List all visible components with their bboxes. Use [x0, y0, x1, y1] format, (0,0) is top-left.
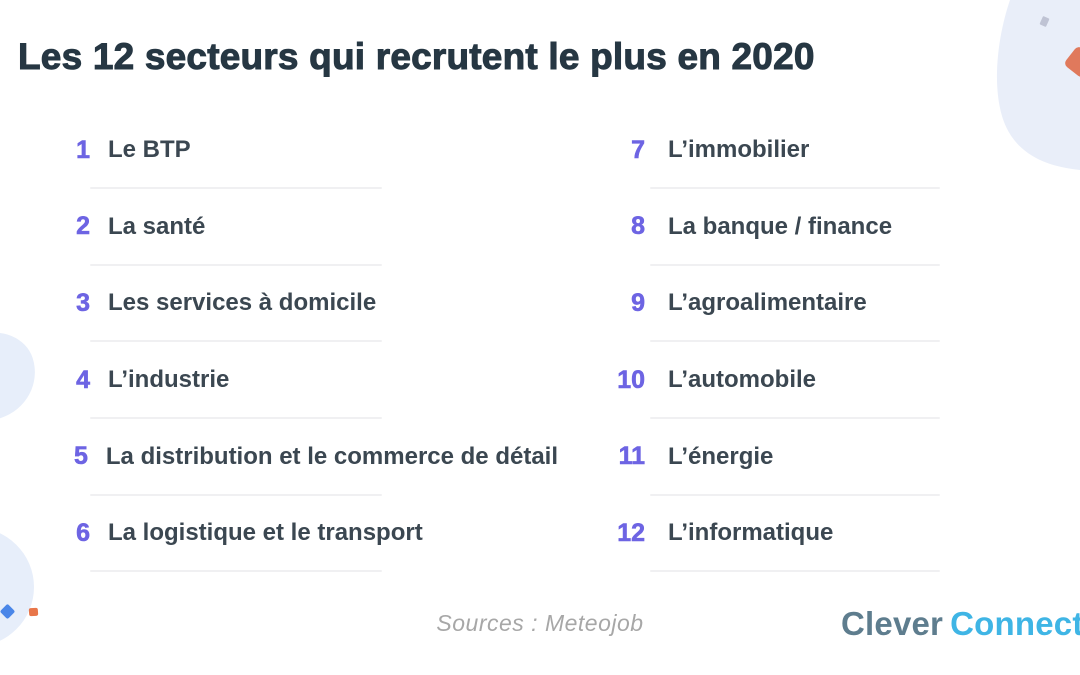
sector-label: La logistique et le transport — [108, 519, 423, 547]
sector-row-8: 8 La banque / finance — [578, 190, 1058, 267]
sector-number: 1 — [76, 135, 91, 164]
sector-number: 12 — [617, 518, 645, 548]
sector-number: 6 — [76, 518, 91, 548]
sector-row-2: 2 La santé — [18, 190, 558, 267]
logo-text-connect: Connect — [950, 605, 1080, 642]
sector-row-9: 9 L’agroalimentaire — [578, 266, 1058, 343]
sector-row-10: 10 L’automobile — [578, 343, 1058, 420]
sector-label: L’agroalimentaire — [668, 289, 867, 317]
sector-label: L’immobilier — [668, 136, 810, 163]
sector-number: 2 — [76, 212, 91, 241]
sector-list-right: 7 L’immobilier 8 La banque / finance 9 L… — [578, 113, 1058, 573]
sector-label: Les services à domicile — [108, 289, 377, 317]
sector-row-1: 1 Le BTP — [18, 113, 558, 190]
corner-blob-shape — [996, 0, 1080, 170]
sector-row-6: 6 La logistique et le transport — [18, 496, 558, 573]
sector-row-3: 3 Les services à domicile — [18, 266, 558, 343]
sector-label: L’industrie — [108, 366, 230, 394]
cleverconnect-logo: Clever Connect — [841, 605, 1080, 643]
logo-text-clever: Clever — [841, 605, 944, 642]
sources-caption: Sources : Meteojob — [436, 610, 644, 636]
sector-row-4: 4 L’industrie — [18, 343, 558, 420]
sector-label: La santé — [108, 212, 206, 240]
sector-label: La banque / finance — [668, 212, 893, 240]
sector-list-left: 1 Le BTP 2 La santé 3 Les services à dom… — [18, 113, 558, 573]
page-title: Les 12 secteurs qui recrutent le plus en… — [18, 36, 815, 78]
sector-number: 3 — [76, 288, 91, 318]
sector-number: 9 — [631, 288, 646, 318]
sector-row-12: 12 L’informatique — [578, 496, 1058, 573]
sector-label: Le BTP — [108, 136, 191, 163]
sector-number: 11 — [618, 442, 645, 471]
sector-number: 7 — [631, 135, 646, 164]
sector-number: 5 — [73, 442, 89, 471]
sector-number: 10 — [617, 365, 645, 394]
sector-label: L’automobile — [668, 366, 817, 394]
sector-row-7: 7 L’immobilier — [578, 113, 1058, 190]
sector-number: 8 — [631, 212, 646, 241]
sector-label: L’informatique — [668, 519, 834, 547]
sector-number: 4 — [76, 365, 91, 394]
sector-row-11: 11 L’énergie — [578, 420, 1058, 497]
sector-label: La distribution et le commerce de détail — [105, 442, 558, 470]
sector-label: L’énergie — [668, 442, 774, 470]
sector-row-5: 5 La distribution et le commerce de déta… — [18, 420, 558, 497]
